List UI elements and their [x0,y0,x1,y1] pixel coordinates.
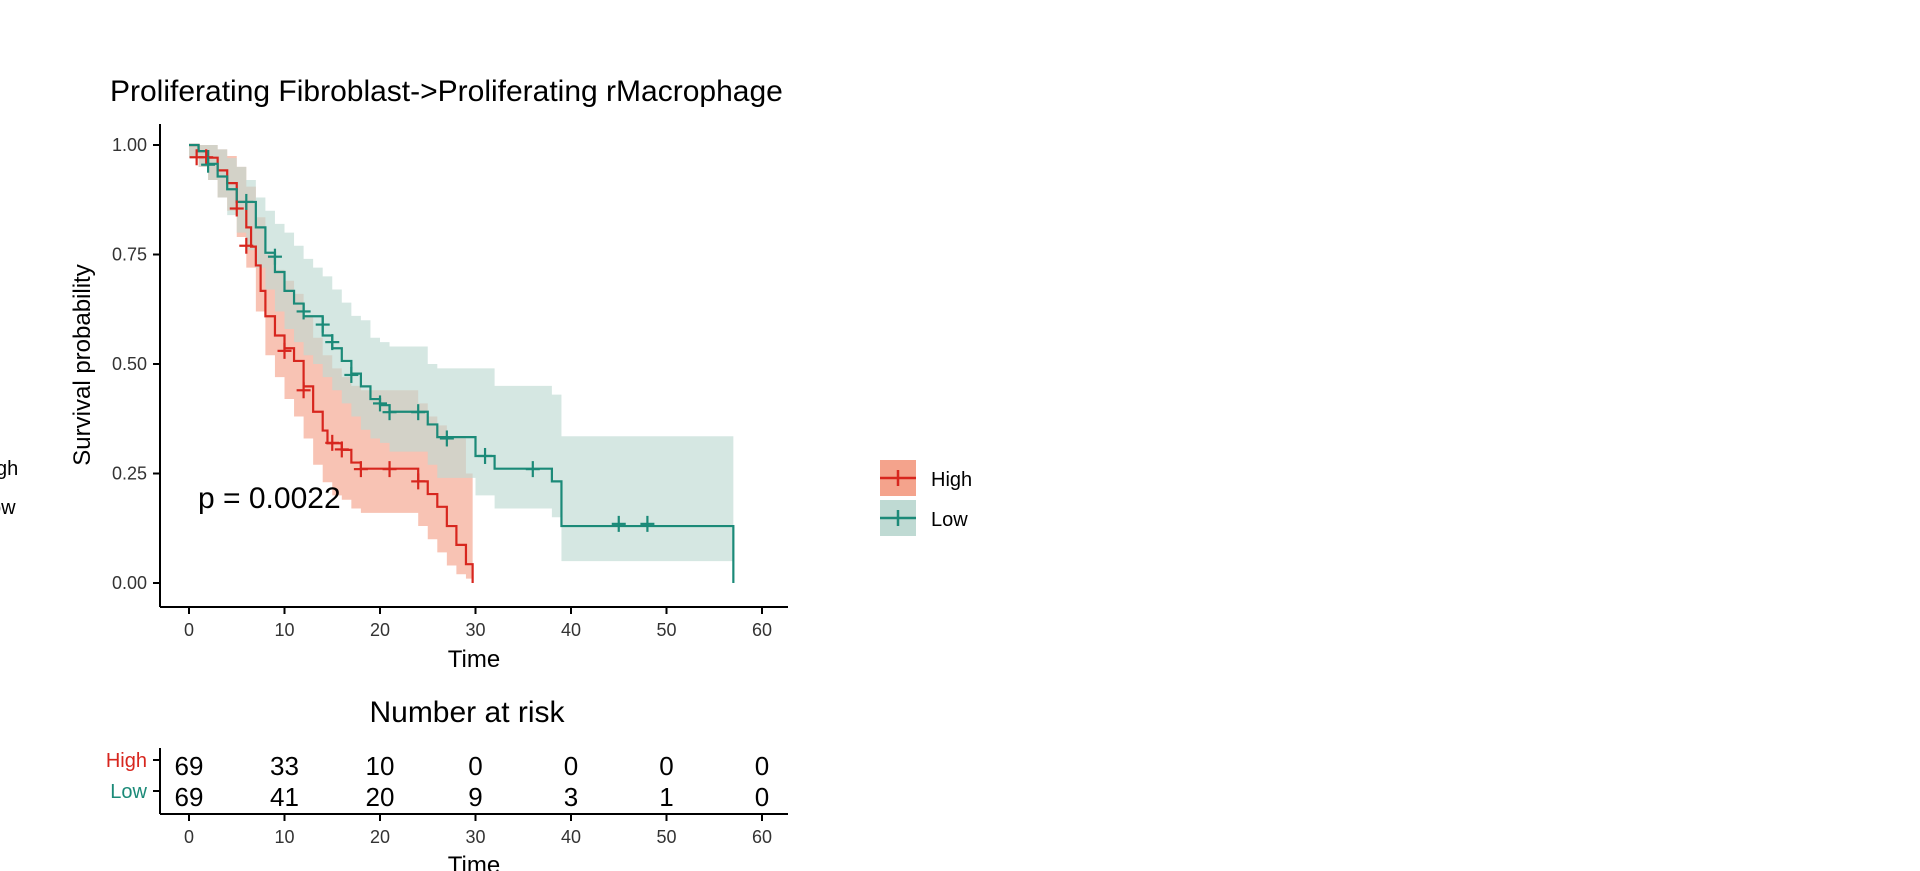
clipped-legend-label-high: gh [0,458,18,480]
chart-title: Proliferating Fibroblast->Proliferating … [110,75,783,108]
censor-mark-high [296,382,311,399]
x-tick-label: 0 [184,620,194,640]
censor-mark-low [201,156,216,173]
x-tick-label: 10 [274,620,294,640]
censor-mark-low [525,461,540,478]
censor-mark-low [478,447,493,464]
legend-label-low: Low [931,509,968,531]
legend: High Low [880,460,972,536]
censor-marks [189,149,655,532]
x-tick-label: 30 [465,620,485,640]
x-tick-label: 40 [561,620,581,640]
censor-mark-low [611,515,626,532]
risk-row-label-low: Low [110,781,147,803]
risk-table-title: Number at risk [369,696,565,729]
risk-row-label-high: High [106,750,147,772]
y-axis-ticks: 0.00 0.25 0.50 0.75 1.00 [112,135,160,593]
risk-value-low: 0 [755,782,769,812]
risk-value-low: 69 [175,782,204,812]
p-value-annotation: p = 0.0022 [198,482,341,515]
censor-mark-high [334,441,349,458]
risk-value-high: 0 [755,751,769,781]
x-tick-label: 50 [656,620,676,640]
y-tick-label: 0.25 [112,464,147,484]
risk-value-low: 1 [659,782,673,812]
risk-table-x-ticks: 0 10 20 30 40 50 60 [184,814,772,847]
risk-value-high: 10 [366,751,395,781]
confidence-bands [189,145,734,579]
risk-value-low: 9 [468,782,482,812]
y-tick-label: 0.75 [112,245,147,265]
y-tick-label: 0.00 [112,573,147,593]
x-axis-ticks: 0 10 20 30 40 50 60 [184,607,772,640]
risk-value-low: 41 [270,782,299,812]
legend-label-high: High [931,469,972,491]
y-tick-label: 1.00 [112,135,147,155]
risk-x-tick-label: 60 [752,827,772,847]
risk-x-tick-label: 50 [656,827,676,847]
censor-mark-high [277,342,292,359]
risk-value-high: 33 [270,751,299,781]
censor-mark-low [640,515,655,532]
censor-mark-low [296,303,311,320]
y-tick-label: 0.50 [112,354,147,374]
x-tick-label: 60 [752,620,772,640]
risk-x-tick-label: 0 [184,827,194,847]
risk-x-tick-label: 40 [561,827,581,847]
censor-mark-low [411,404,426,421]
censor-mark-low [267,248,282,265]
censor-mark-high [199,149,214,166]
censor-mark-high [229,200,244,217]
censor-mark-low [315,316,330,333]
risk-value-high: 0 [564,751,578,781]
censor-mark-low [325,334,340,351]
risk-x-tick-label: 30 [465,827,485,847]
risk-value-low: 3 [564,782,578,812]
y-axis-title: Survival probability [69,264,96,465]
risk-value-high: 69 [175,751,204,781]
clipped-legend-label-low: ow [0,497,16,519]
censor-mark-high [325,434,340,451]
x-axis-title: Time [448,646,500,673]
censor-mark-low [382,404,397,421]
censor-mark-low [439,430,454,447]
censor-mark-low [373,395,387,412]
censor-mark-low [239,193,254,210]
censor-mark-high [239,237,254,254]
censor-mark-high [382,461,397,478]
risk-x-tick-label: 10 [274,827,294,847]
risk-x-tick-label: 20 [370,827,390,847]
legend-item-low: Low [880,500,968,536]
censor-mark-low [344,366,359,383]
censor-mark-high [411,473,426,490]
censor-mark-high [353,461,368,478]
x-tick-label: 20 [370,620,390,640]
risk-value-high: 0 [468,751,482,781]
risk-value-high: 0 [659,751,673,781]
risk-value-low: 20 [366,782,395,812]
ci-band-low [189,145,734,562]
legend-item-high: High [880,460,972,496]
survival-line-high [189,143,474,583]
risk-table-x-title: Time [448,852,500,871]
